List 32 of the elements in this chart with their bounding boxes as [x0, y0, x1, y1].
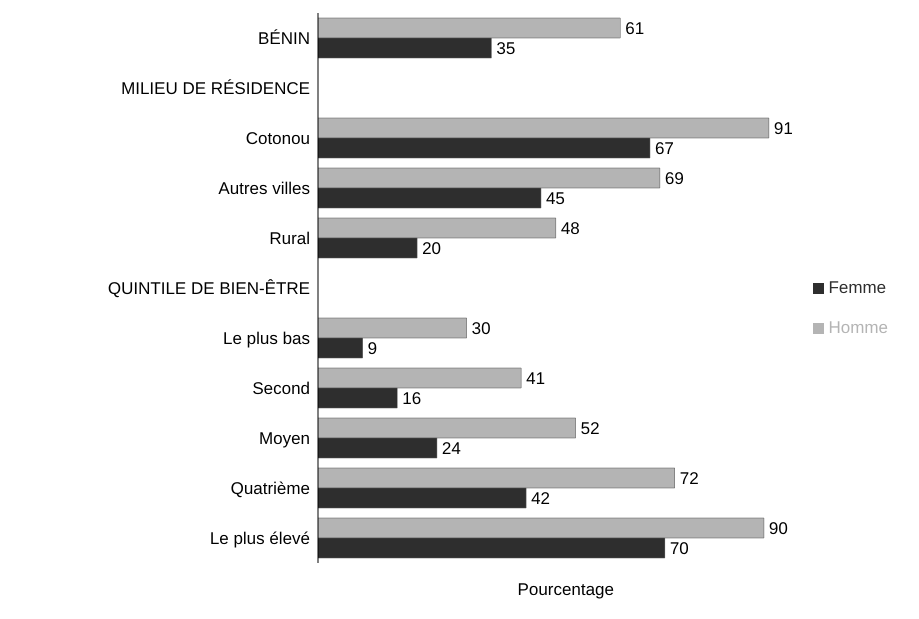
- y-tick-label: Moyen: [258, 429, 310, 448]
- data-label: 61: [625, 19, 644, 38]
- y-tick-label: Second: [252, 379, 310, 398]
- data-label: 9: [368, 339, 378, 358]
- data-label: 45: [546, 189, 565, 208]
- data-label: 90: [768, 519, 788, 538]
- data-label: 24: [442, 439, 461, 458]
- y-tick-label: QUINTILE DE BIEN-ÊTRE: [108, 279, 310, 298]
- data-label: 42: [531, 489, 550, 508]
- data-label: 69: [664, 169, 684, 188]
- data-label: 67: [654, 139, 674, 158]
- data-label: 16: [402, 389, 422, 408]
- data-label: 30: [472, 319, 491, 338]
- data-label: 72: [680, 469, 699, 488]
- y-tick-label: BÉNIN: [258, 29, 310, 48]
- y-tick-label: Rural: [269, 229, 310, 248]
- y-tick-label: MILIEU DE RÉSIDENCE: [121, 79, 310, 98]
- data-label: 48: [560, 219, 580, 238]
- y-tick-label: Cotonou: [246, 129, 310, 148]
- legend-label: Homme: [828, 318, 888, 337]
- data-label: 41: [526, 369, 546, 388]
- y-tick-label: Quatrième: [230, 479, 310, 498]
- data-label: 70: [670, 539, 689, 558]
- data-label: 91: [774, 119, 793, 138]
- y-tick-label: Autres villes: [218, 179, 310, 198]
- x-axis-title: Pourcentage: [518, 580, 614, 600]
- y-tick-label: Le plus bas: [223, 329, 310, 348]
- y-tick-label: Le plus élevé: [210, 529, 310, 548]
- data-label: 52: [580, 419, 600, 438]
- data-label: 35: [496, 39, 516, 58]
- legend-label: Femme: [828, 278, 886, 297]
- data-label: 20: [422, 239, 442, 258]
